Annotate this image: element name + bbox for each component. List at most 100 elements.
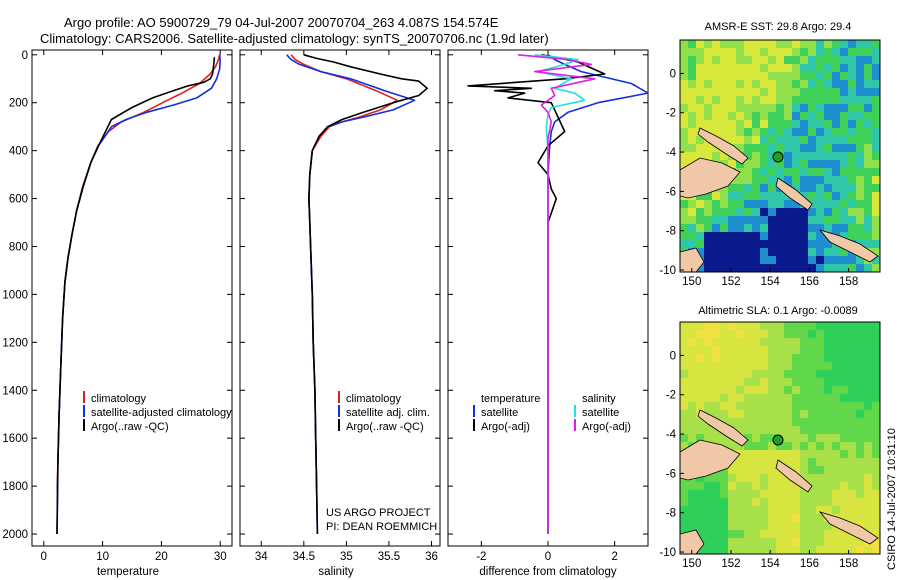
map-cell	[768, 160, 776, 168]
map-cell	[832, 88, 840, 96]
map-cell	[816, 426, 824, 434]
map-cell	[720, 112, 728, 120]
map-cell	[712, 378, 720, 386]
map-cell	[848, 224, 856, 232]
map-cell	[712, 522, 720, 530]
map-cell	[776, 394, 784, 402]
map-cell	[704, 434, 712, 442]
map-cell	[848, 168, 856, 176]
map-cell	[824, 338, 832, 346]
map-cell	[824, 80, 832, 88]
map-cell	[800, 264, 808, 272]
map-cell	[848, 402, 856, 410]
map-cell	[840, 514, 848, 522]
salinity-ticks: 34 34.5 35 35.5 36	[240, 50, 440, 563]
map-cell	[736, 248, 744, 256]
map-cell	[856, 192, 864, 200]
map-cell	[696, 530, 704, 538]
map-cell	[720, 152, 728, 160]
map-cell	[784, 426, 792, 434]
map-cell	[784, 330, 792, 338]
map-cell	[792, 48, 800, 56]
map-cell	[816, 120, 824, 128]
map-cell	[760, 434, 768, 442]
map-cell	[768, 354, 776, 362]
map-cell	[736, 522, 744, 530]
map-cell	[720, 248, 728, 256]
map-cell	[784, 56, 792, 64]
map-cell	[840, 322, 848, 330]
map-cell	[800, 466, 808, 474]
map-cell	[832, 160, 840, 168]
map-cell	[864, 546, 872, 554]
map-cell	[784, 370, 792, 378]
map-cell	[784, 112, 792, 120]
map-cell	[808, 144, 816, 152]
map-cell	[688, 48, 696, 56]
map-cell	[752, 232, 760, 240]
map-cell	[808, 72, 816, 80]
map-cell	[848, 450, 856, 458]
salinity-panel: 34 34.5 35 35.5 36 salinity climatology sate…	[239, 49, 441, 578]
map-cell	[840, 80, 848, 88]
map-cell	[864, 418, 872, 426]
map-cell	[720, 338, 728, 346]
map-cell	[832, 338, 840, 346]
map-cell	[680, 402, 688, 410]
map-cell	[784, 80, 792, 88]
map-cell	[680, 152, 688, 160]
map-cell	[800, 104, 808, 112]
map-cell	[736, 426, 744, 434]
map-cell	[760, 346, 768, 354]
map-cell	[848, 104, 856, 112]
map-cell	[856, 362, 864, 370]
map-cell	[688, 394, 696, 402]
map-cell	[872, 386, 880, 394]
map-cell	[736, 474, 744, 482]
x-tick-label: -2	[476, 551, 486, 563]
map-cell	[864, 120, 872, 128]
map-cell	[824, 120, 832, 128]
map-cell	[736, 386, 744, 394]
map-cell	[848, 498, 856, 506]
map-cell	[824, 200, 832, 208]
map-cell	[816, 530, 824, 538]
map-cell	[776, 450, 784, 458]
map-cell	[760, 48, 768, 56]
map-cell	[808, 506, 816, 514]
map-cell	[712, 474, 720, 482]
salinity-xlabel: salinity	[318, 566, 353, 578]
map-cell	[704, 522, 712, 530]
map-cell	[816, 458, 824, 466]
map-cell	[768, 56, 776, 64]
map-cell	[792, 248, 800, 256]
map-cell	[872, 522, 880, 530]
map-cell	[752, 184, 760, 192]
map-cell	[768, 248, 776, 256]
map-cell	[784, 88, 792, 96]
map-cell	[728, 378, 736, 386]
map-cell	[784, 338, 792, 346]
map-cell	[776, 370, 784, 378]
map-y-tick-label: -2	[666, 390, 676, 402]
map-cell	[728, 96, 736, 104]
map-cell	[712, 256, 720, 264]
map-cell	[760, 96, 768, 104]
map-cell	[864, 64, 872, 72]
map-cell	[792, 330, 800, 338]
legend-header-temperature: temperature	[481, 393, 540, 405]
map-cell	[744, 72, 752, 80]
map-cell	[808, 410, 816, 418]
map-cell	[736, 546, 744, 554]
map-cell	[784, 378, 792, 386]
map-cell	[680, 120, 688, 128]
map-cell	[792, 546, 800, 554]
map-cell	[864, 96, 872, 104]
map-cell	[872, 56, 880, 64]
map-cell	[776, 48, 784, 56]
map-cell	[832, 96, 840, 104]
map-cell	[808, 522, 816, 530]
map-cell	[824, 346, 832, 354]
map-cell	[680, 64, 688, 72]
map-cell	[720, 434, 728, 442]
